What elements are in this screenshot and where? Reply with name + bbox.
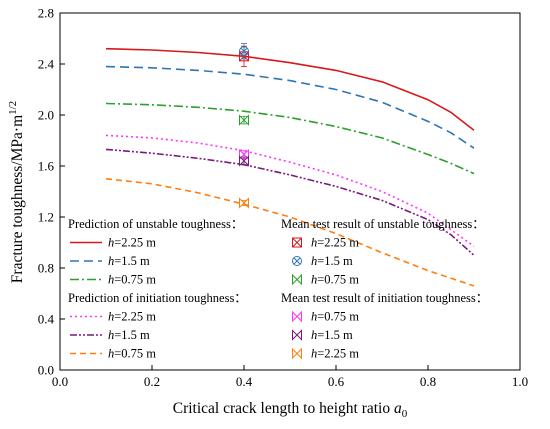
series-line-2 xyxy=(105,65,475,149)
marker-cross xyxy=(240,47,248,55)
legend-entry-label: h=2.25 m xyxy=(311,347,359,361)
legend-marker-sample xyxy=(292,310,302,323)
legend-entry-label: h=2.25 m xyxy=(311,236,359,250)
x-tick-label: 1.0 xyxy=(512,374,528,389)
legend-entry-label: h=2.25 m xyxy=(108,236,156,250)
legend-marker-sample xyxy=(292,273,302,286)
legend-entry-value: =1.5 m xyxy=(317,328,353,342)
y-tick-label: 2.0 xyxy=(38,108,54,123)
x-axis-label: Critical crack length to height ratio a0 xyxy=(173,400,408,420)
legend-h-symbol: h xyxy=(311,273,317,287)
y-axis-label-text: Fracture toughness/MPa·m xyxy=(9,115,26,283)
marker-circle xyxy=(239,46,249,57)
marker-cross xyxy=(292,237,302,248)
y-tick-label: 0.0 xyxy=(38,363,54,378)
marker-bowtie xyxy=(239,197,249,209)
x-tick-label: 0.4 xyxy=(236,374,253,389)
legend-marker-sample xyxy=(292,347,302,360)
y-tick-label: 1.2 xyxy=(38,210,54,225)
series-line-4 xyxy=(105,134,475,247)
series-line-5 xyxy=(105,148,475,256)
axis-labels: Critical crack length to height ratio a0… xyxy=(7,101,408,420)
x-tick-label: 0.8 xyxy=(420,374,436,389)
legend-entry-value: =0.75 m xyxy=(317,273,359,287)
legend-entry-label: h=0.75 m xyxy=(311,273,359,287)
legend-entry-label: h=0.75 m xyxy=(108,273,156,287)
legend-group-title: Prediction of initiation toughness： xyxy=(68,291,247,305)
legend-h-symbol: h xyxy=(311,347,317,361)
legend-marker-sample xyxy=(292,256,302,266)
legend-h-symbol: h xyxy=(311,254,317,268)
legend: Prediction of unstable toughness：h=2.25 … xyxy=(68,217,488,361)
legend-entry-value: =2.25 m xyxy=(114,310,156,324)
y-tick-label: 0.4 xyxy=(38,312,55,327)
marker-circle xyxy=(292,256,302,266)
y-tick-label: 2.4 xyxy=(38,57,55,72)
marker-bowtie xyxy=(292,329,302,341)
legend-h-symbol: h xyxy=(108,254,114,268)
legend-entry-label: h=2.25 m xyxy=(108,310,156,324)
legend-marker-sample xyxy=(292,237,302,248)
legend-h-symbol: h xyxy=(108,236,114,250)
marker-bowtie xyxy=(292,310,302,323)
marker-cross xyxy=(293,257,301,265)
legend-entry-value: =2.25 m xyxy=(317,236,359,250)
test-marker-3 xyxy=(239,114,249,126)
legend-entry-label: h=1.5 m xyxy=(311,328,353,342)
legend-entry-label: h=0.75 m xyxy=(108,347,156,361)
series-line-1 xyxy=(105,47,475,131)
legend-h-symbol: h xyxy=(108,273,114,287)
legend-entry-value: =1.5 m xyxy=(317,254,353,268)
x-axis-label-subscript: 0 xyxy=(402,408,408,420)
legend-entry-label: h=1.5 m xyxy=(108,328,150,342)
series-line-3 xyxy=(105,102,475,175)
marker-bowtie xyxy=(292,273,302,286)
x-tick-label: 0.0 xyxy=(52,374,68,389)
test-marker-6 xyxy=(239,197,249,209)
series-line-6 xyxy=(105,178,475,287)
legend-entry-label: h=1.5 m xyxy=(311,254,353,268)
legend-group-title: Prediction of unstable toughness： xyxy=(68,217,243,231)
y-tick-label: 2.8 xyxy=(38,6,54,21)
legend-h-symbol: h xyxy=(108,310,114,324)
legend-entry-value: =1.5 m xyxy=(114,254,150,268)
legend-h-symbol: h xyxy=(311,236,317,250)
plot-frame xyxy=(59,12,521,371)
legend-entry-value: =0.75 m xyxy=(114,347,156,361)
y-axis-label-superscript: 1/2 xyxy=(7,101,19,115)
legend-entry-value: =1.5 m xyxy=(114,328,150,342)
test-marker-5 xyxy=(239,155,249,167)
y-tick-label: 0.8 xyxy=(38,261,54,276)
y-tick-label: 1.6 xyxy=(38,159,55,174)
legend-group-title: Mean test result of unstable toughness： xyxy=(281,217,485,231)
legend-entry-value: =2.25 m xyxy=(317,347,359,361)
x-tick-label: 0.2 xyxy=(144,374,160,389)
plot-axes: 0.0 0.2 0.4 0.6 0.8 1.0 0.0 0.4 0.8 1.2 1.6 2.0 2.4 2… xyxy=(38,6,528,390)
legend-entry-value: =0.75 m xyxy=(114,273,156,287)
x-axis-label-text: Critical crack length to height ratio xyxy=(173,400,394,417)
legend-marker-sample xyxy=(292,329,302,341)
prediction-curves xyxy=(105,47,475,287)
legend-entry-label: h=1.5 m xyxy=(108,254,150,268)
legend-h-symbol: h xyxy=(108,328,114,342)
legend-entry-value: =0.75 m xyxy=(317,310,359,324)
legend-group-title: Mean test result of initiation toughness… xyxy=(281,291,488,305)
marker-box xyxy=(292,237,302,248)
legend-h-symbol: h xyxy=(311,328,317,342)
legend-entry-label: h=0.75 m xyxy=(311,310,359,324)
x-axis-label-symbol: a xyxy=(394,400,402,417)
marker-bowtie xyxy=(292,347,302,360)
legend-h-symbol: h xyxy=(108,347,114,361)
x-tick-label: 0.6 xyxy=(328,374,345,389)
test-result-markers xyxy=(239,43,249,209)
legend-h-symbol: h xyxy=(311,310,317,324)
test-marker-2 xyxy=(239,46,249,57)
legend-entry-value: =2.25 m xyxy=(114,236,156,250)
y-axis-label: Fracture toughness/MPa·m1/2 xyxy=(7,101,26,283)
